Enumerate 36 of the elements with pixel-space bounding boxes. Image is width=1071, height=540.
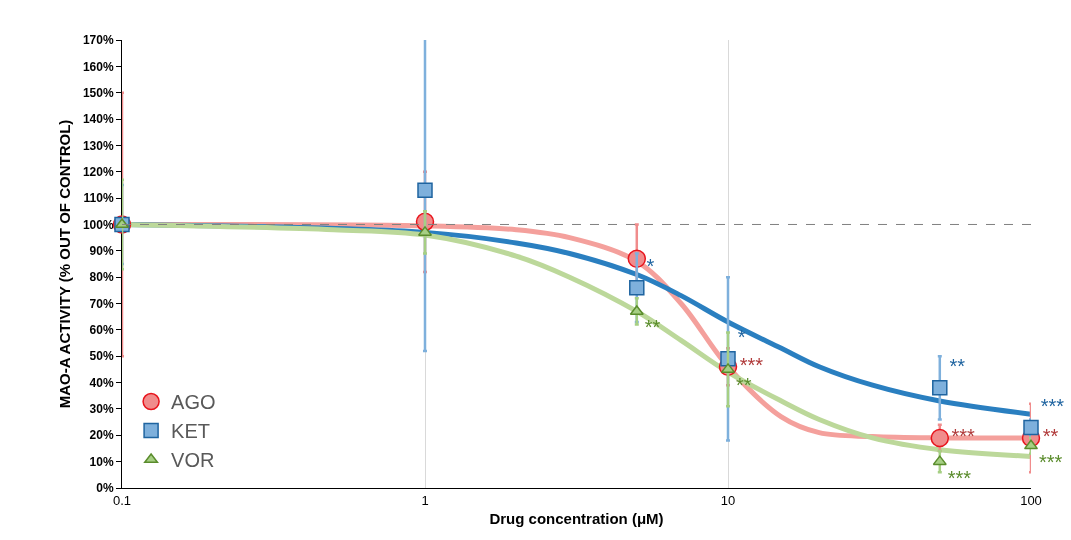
- data-label: ***: [1040, 394, 1065, 417]
- x-tick-label: 0.1: [112, 492, 132, 508]
- y-tick-label: 0%: [96, 481, 114, 496]
- y-tick-label: 20%: [89, 428, 114, 443]
- y-tick-label: 160%: [82, 59, 114, 74]
- legend-label: VOR: [171, 449, 215, 472]
- legend-label: KET: [171, 420, 210, 443]
- data-label: **: [949, 355, 966, 378]
- y-tick-label: 60%: [89, 323, 114, 338]
- y-tick-label: 10%: [89, 454, 114, 469]
- data-label: **: [1042, 424, 1059, 447]
- data-label: ***: [951, 424, 975, 447]
- legend-label: AGO: [171, 391, 216, 414]
- x-axis-title: Drug concentration (μM): [489, 509, 664, 527]
- y-tick-label: 50%: [89, 349, 114, 364]
- y-tick-label: 120%: [82, 164, 114, 179]
- y-tick-label: 80%: [89, 270, 114, 285]
- y-tick-label: 70%: [89, 296, 114, 311]
- y-tick-label: 40%: [89, 375, 114, 390]
- y-tick-label: 140%: [82, 112, 114, 127]
- x-tick-label: 1: [421, 492, 429, 508]
- y-tick-label: 90%: [89, 244, 114, 259]
- data-label: ***: [947, 466, 972, 489]
- data-label: *: [646, 254, 655, 277]
- y-axis-title: MAO-A ACTIVITY (% OUT OF CONTROL): [56, 119, 74, 409]
- y-tick-label: 170%: [82, 33, 114, 48]
- data-label: ***: [739, 353, 764, 376]
- data-label: *: [737, 326, 746, 349]
- x-tick-label: 10: [720, 492, 736, 508]
- data-label: **: [644, 316, 661, 339]
- y-tick-label: 150%: [82, 85, 114, 100]
- y-tick-label: 130%: [82, 138, 114, 153]
- x-tick-label: 100: [1020, 492, 1042, 508]
- data-label: ***: [1038, 450, 1063, 473]
- y-tick-label: 110%: [83, 191, 114, 206]
- y-tick-label: 30%: [89, 402, 114, 417]
